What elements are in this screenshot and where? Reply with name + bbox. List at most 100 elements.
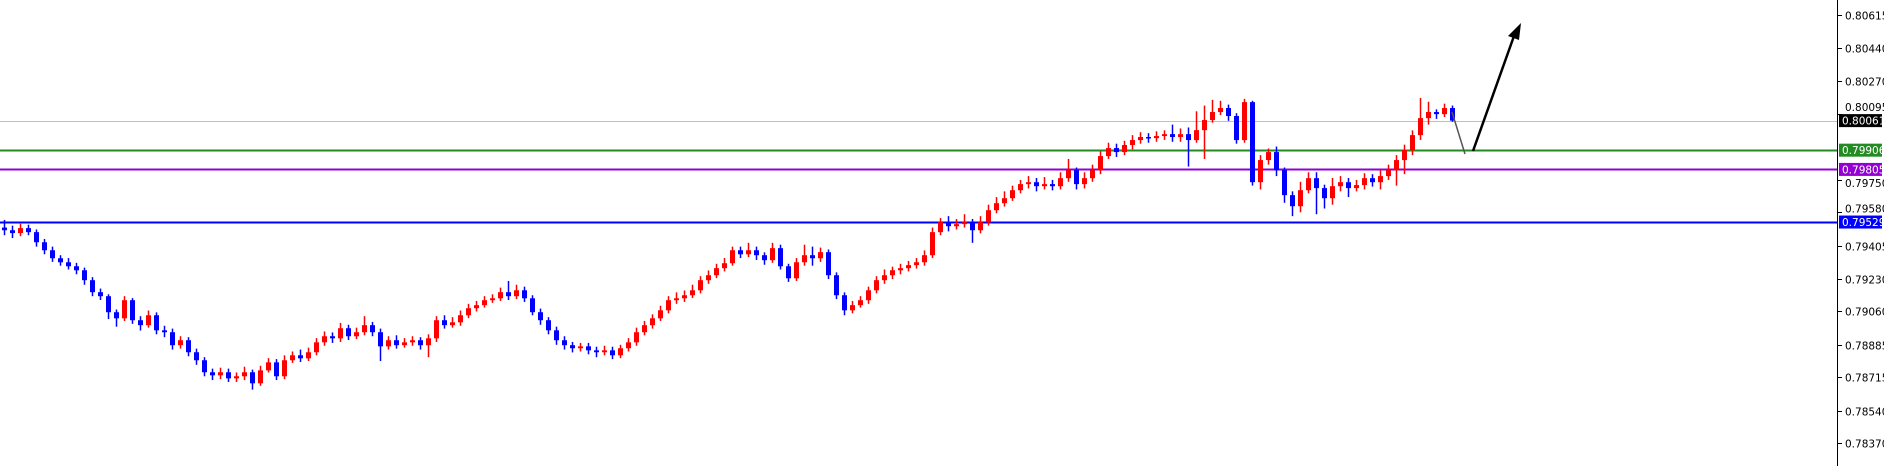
candle-body [850, 305, 855, 311]
candle [1346, 177, 1351, 198]
candle [466, 303, 471, 319]
candle-body [2, 227, 7, 231]
candle [298, 349, 303, 362]
candle-body [1338, 182, 1343, 187]
candle-body [1298, 190, 1303, 207]
candle-body [930, 232, 935, 256]
candle [162, 325, 167, 338]
candle-body [234, 376, 239, 379]
candle-body [578, 346, 583, 349]
candle-body [346, 328, 351, 337]
candle [322, 331, 327, 346]
candle [450, 317, 455, 328]
y-tick-label: 0.78715 [1845, 373, 1884, 385]
candle-body [138, 320, 143, 326]
candle [570, 341, 575, 353]
candle-body [794, 262, 799, 279]
candle [354, 327, 359, 340]
candle [1306, 172, 1311, 194]
candle-body [530, 298, 535, 313]
candle [786, 263, 791, 282]
candle [10, 225, 15, 239]
candle-body [274, 362, 279, 377]
candle [474, 300, 479, 312]
candle [666, 296, 671, 314]
candle [42, 239, 47, 255]
candle-body [58, 258, 63, 263]
candle [1042, 177, 1047, 190]
candle [530, 295, 535, 316]
candle [338, 322, 343, 342]
candle [1106, 142, 1111, 159]
candle-body [218, 372, 223, 376]
candle [1298, 181, 1303, 213]
candle [962, 214, 967, 228]
candle-body [258, 370, 263, 384]
forecast-arrow[interactable] [1451, 23, 1521, 155]
candle [290, 351, 295, 363]
candle-body [1098, 156, 1103, 171]
candle-body [82, 270, 87, 281]
candle [202, 357, 207, 377]
candle [898, 263, 903, 275]
candle-body [98, 292, 103, 297]
candle-body [698, 280, 703, 291]
candle-body [1226, 108, 1231, 117]
candle-body [1346, 182, 1351, 189]
candle-body [1242, 102, 1247, 141]
y-tick-label: 0.78885 [1845, 341, 1884, 353]
candle-body [1050, 184, 1055, 187]
candle-body [730, 250, 735, 264]
candle [594, 346, 599, 358]
candle [626, 338, 631, 352]
candle-body [546, 320, 551, 331]
candle [762, 252, 767, 265]
candle-body [522, 290, 527, 299]
candle [922, 250, 927, 266]
candle-body [298, 355, 303, 359]
candle-body [186, 340, 191, 353]
candle-body [610, 350, 615, 356]
candle [346, 324, 351, 341]
candle [738, 246, 743, 259]
candle-body [1234, 116, 1239, 141]
candle [978, 216, 983, 234]
candle [210, 368, 215, 381]
candle [1146, 133, 1151, 143]
candle [810, 246, 815, 266]
candle-body [1122, 145, 1127, 153]
candle-body [202, 360, 207, 373]
candle-body [1434, 112, 1439, 115]
candle [1170, 124, 1175, 142]
candle-body [1138, 137, 1143, 141]
candle [554, 326, 559, 345]
candle [930, 227, 935, 259]
candle [1330, 177, 1335, 205]
candle [1202, 105, 1207, 159]
candle [658, 305, 663, 321]
candle-body [1306, 178, 1311, 191]
candle [226, 368, 231, 382]
y-tick-label: 0.80615 [1845, 11, 1884, 23]
candle [1314, 172, 1319, 215]
candle-body [1290, 195, 1295, 207]
candle [26, 224, 31, 236]
candle-body [466, 308, 471, 316]
candle [1154, 131, 1159, 142]
candle [506, 280, 511, 301]
candle-body [1394, 160, 1399, 171]
candle [82, 267, 87, 285]
candle-body [74, 266, 79, 271]
candle-body [1114, 148, 1119, 153]
price-tag-label: 0.79529 [1842, 217, 1884, 229]
price-tags: 0.80061 0.79906 0.79805 0.79529 [1839, 114, 1884, 229]
y-tick-label: 0.80095 [1845, 102, 1884, 114]
candle-body [1418, 118, 1423, 136]
candle [1026, 176, 1031, 189]
candle [426, 334, 431, 358]
candle [834, 272, 839, 300]
candle-body [594, 350, 599, 353]
